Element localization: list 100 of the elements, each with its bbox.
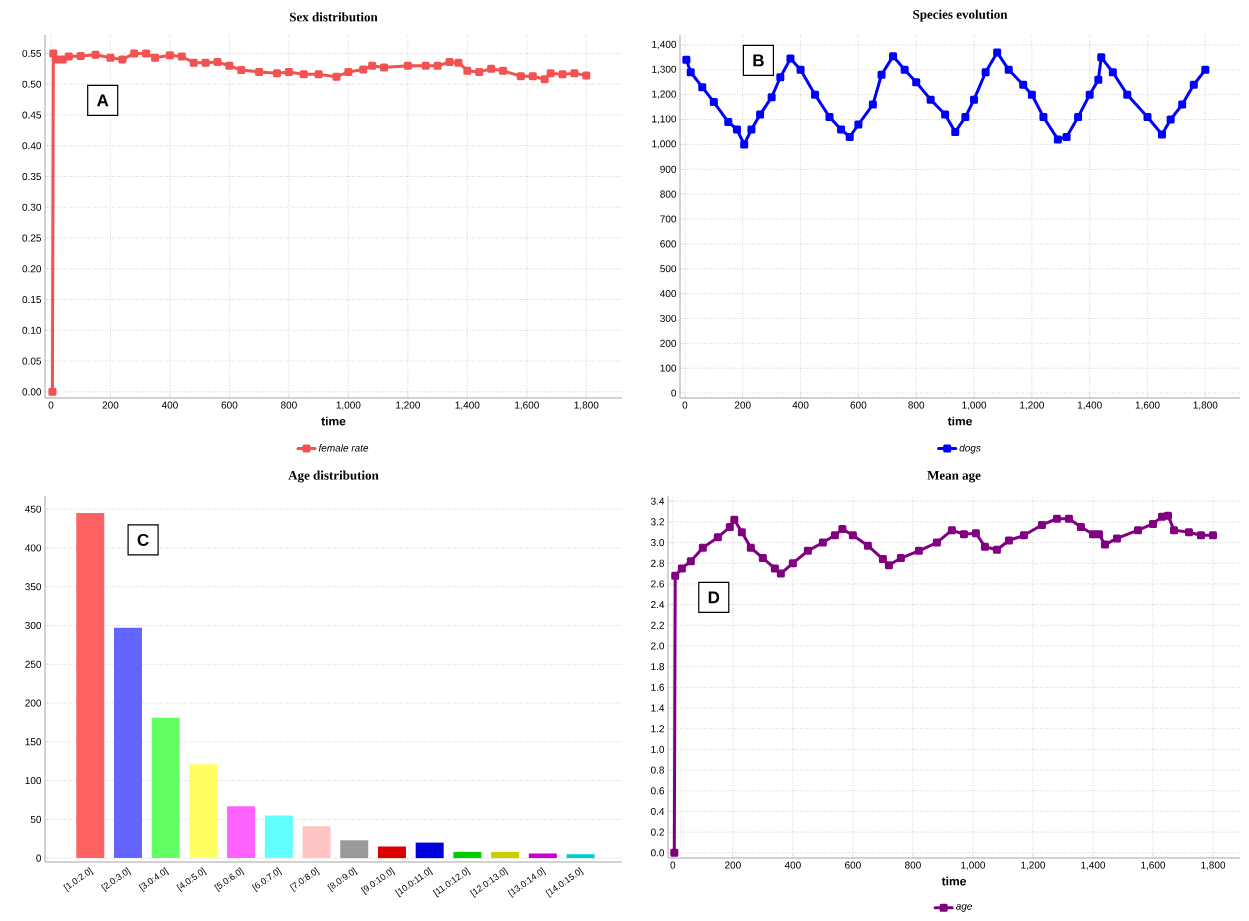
point (811, 90, 820, 99)
point (1076, 523, 1085, 532)
x-tick-label: 600 (845, 861, 861, 869)
y-tick-label: 0.55 (22, 49, 42, 57)
point (1053, 135, 1062, 144)
y-tick-label: 0.6 (650, 787, 665, 795)
point (756, 110, 765, 119)
point (255, 67, 264, 76)
bar (113, 627, 142, 859)
x-axis-title: time (321, 416, 346, 426)
point (1004, 536, 1013, 545)
y-tick-label: 3.4 (650, 497, 665, 505)
point (896, 554, 905, 563)
point (730, 515, 739, 524)
point (201, 58, 210, 67)
y-tick-label: 1,200 (652, 90, 677, 99)
point (237, 66, 246, 75)
point (776, 73, 785, 82)
y-tick-label: 1,300 (652, 65, 677, 74)
point (993, 48, 1002, 57)
point (272, 69, 281, 78)
point (142, 49, 151, 58)
point (796, 65, 805, 74)
point (582, 71, 591, 80)
point (1094, 75, 1103, 84)
point (980, 542, 989, 551)
point (1085, 90, 1094, 99)
y-tick-label: 800 (660, 190, 677, 198)
point (863, 541, 872, 550)
x-axis-title: time (941, 876, 966, 886)
point (58, 55, 67, 64)
x-tick-label: 1,800 (1193, 401, 1218, 410)
y-tick-label: 0.35 (22, 172, 42, 181)
point (1037, 520, 1046, 529)
bar (189, 764, 218, 859)
point (786, 54, 795, 63)
point (671, 571, 680, 580)
y-tick-label: 2.6 (651, 580, 665, 588)
point (1170, 526, 1178, 535)
y-tick-label: 0.20 (22, 265, 42, 273)
point (914, 546, 923, 555)
y-tick-label: 150 (25, 738, 42, 746)
annotation: A (96, 94, 109, 107)
point (499, 66, 508, 75)
y-tick-label: 1,000 (652, 140, 677, 149)
bar (377, 846, 406, 859)
point (1166, 115, 1175, 124)
point (1143, 113, 1152, 122)
point (528, 72, 537, 81)
point (737, 528, 746, 537)
y-tick-label: 0.50 (22, 80, 42, 88)
bar (76, 513, 105, 859)
point (487, 64, 496, 73)
point (151, 53, 160, 62)
point (118, 55, 127, 64)
point (971, 529, 980, 538)
y-tick-label: 3.0 (650, 539, 665, 547)
point (825, 113, 834, 122)
point (951, 127, 960, 136)
y-tick-label: 450 (25, 505, 42, 513)
x-tick-label: 400 (792, 401, 809, 409)
point (49, 49, 58, 58)
y-tick-label: 400 (660, 290, 677, 298)
point (746, 543, 755, 552)
bar (491, 851, 520, 859)
y-tick-label: 2.8 (651, 559, 665, 567)
x-tick-label: 1,000 (962, 401, 987, 410)
point (686, 557, 695, 566)
y-tick-label: 0.25 (22, 234, 42, 242)
point (1112, 534, 1121, 543)
x-tick-label: 800 (280, 401, 297, 409)
bar (302, 826, 331, 859)
point (1062, 132, 1071, 141)
annotation: C (137, 533, 149, 546)
point (677, 564, 686, 573)
point (818, 538, 827, 547)
y-tick-label: 200 (660, 339, 677, 347)
point (91, 50, 100, 59)
chart-title: Species evolution (913, 9, 1008, 22)
y-tick-label: 600 (660, 240, 677, 248)
y-tick-label: 1.0 (651, 745, 665, 753)
point (889, 52, 898, 61)
x-tick-label: 1,200 (1021, 861, 1046, 870)
x-tick-label: 1,000 (961, 861, 986, 870)
point (758, 554, 767, 563)
point (698, 83, 707, 92)
point (767, 93, 776, 102)
y-tick-label: 100 (660, 364, 677, 372)
y-tick-label: 500 (660, 265, 677, 273)
x-tick-label: 0 (682, 401, 688, 409)
y-tick-label: 200 (25, 699, 42, 707)
point (130, 49, 139, 58)
point (433, 61, 442, 70)
point (314, 70, 323, 79)
annotation: B (753, 54, 764, 67)
point (445, 58, 454, 67)
y-tick-label: 0 (671, 389, 677, 397)
x-tick-label: 1,800 (1201, 861, 1226, 870)
x-tick-label: 1,200 (396, 401, 420, 410)
point (788, 559, 797, 568)
